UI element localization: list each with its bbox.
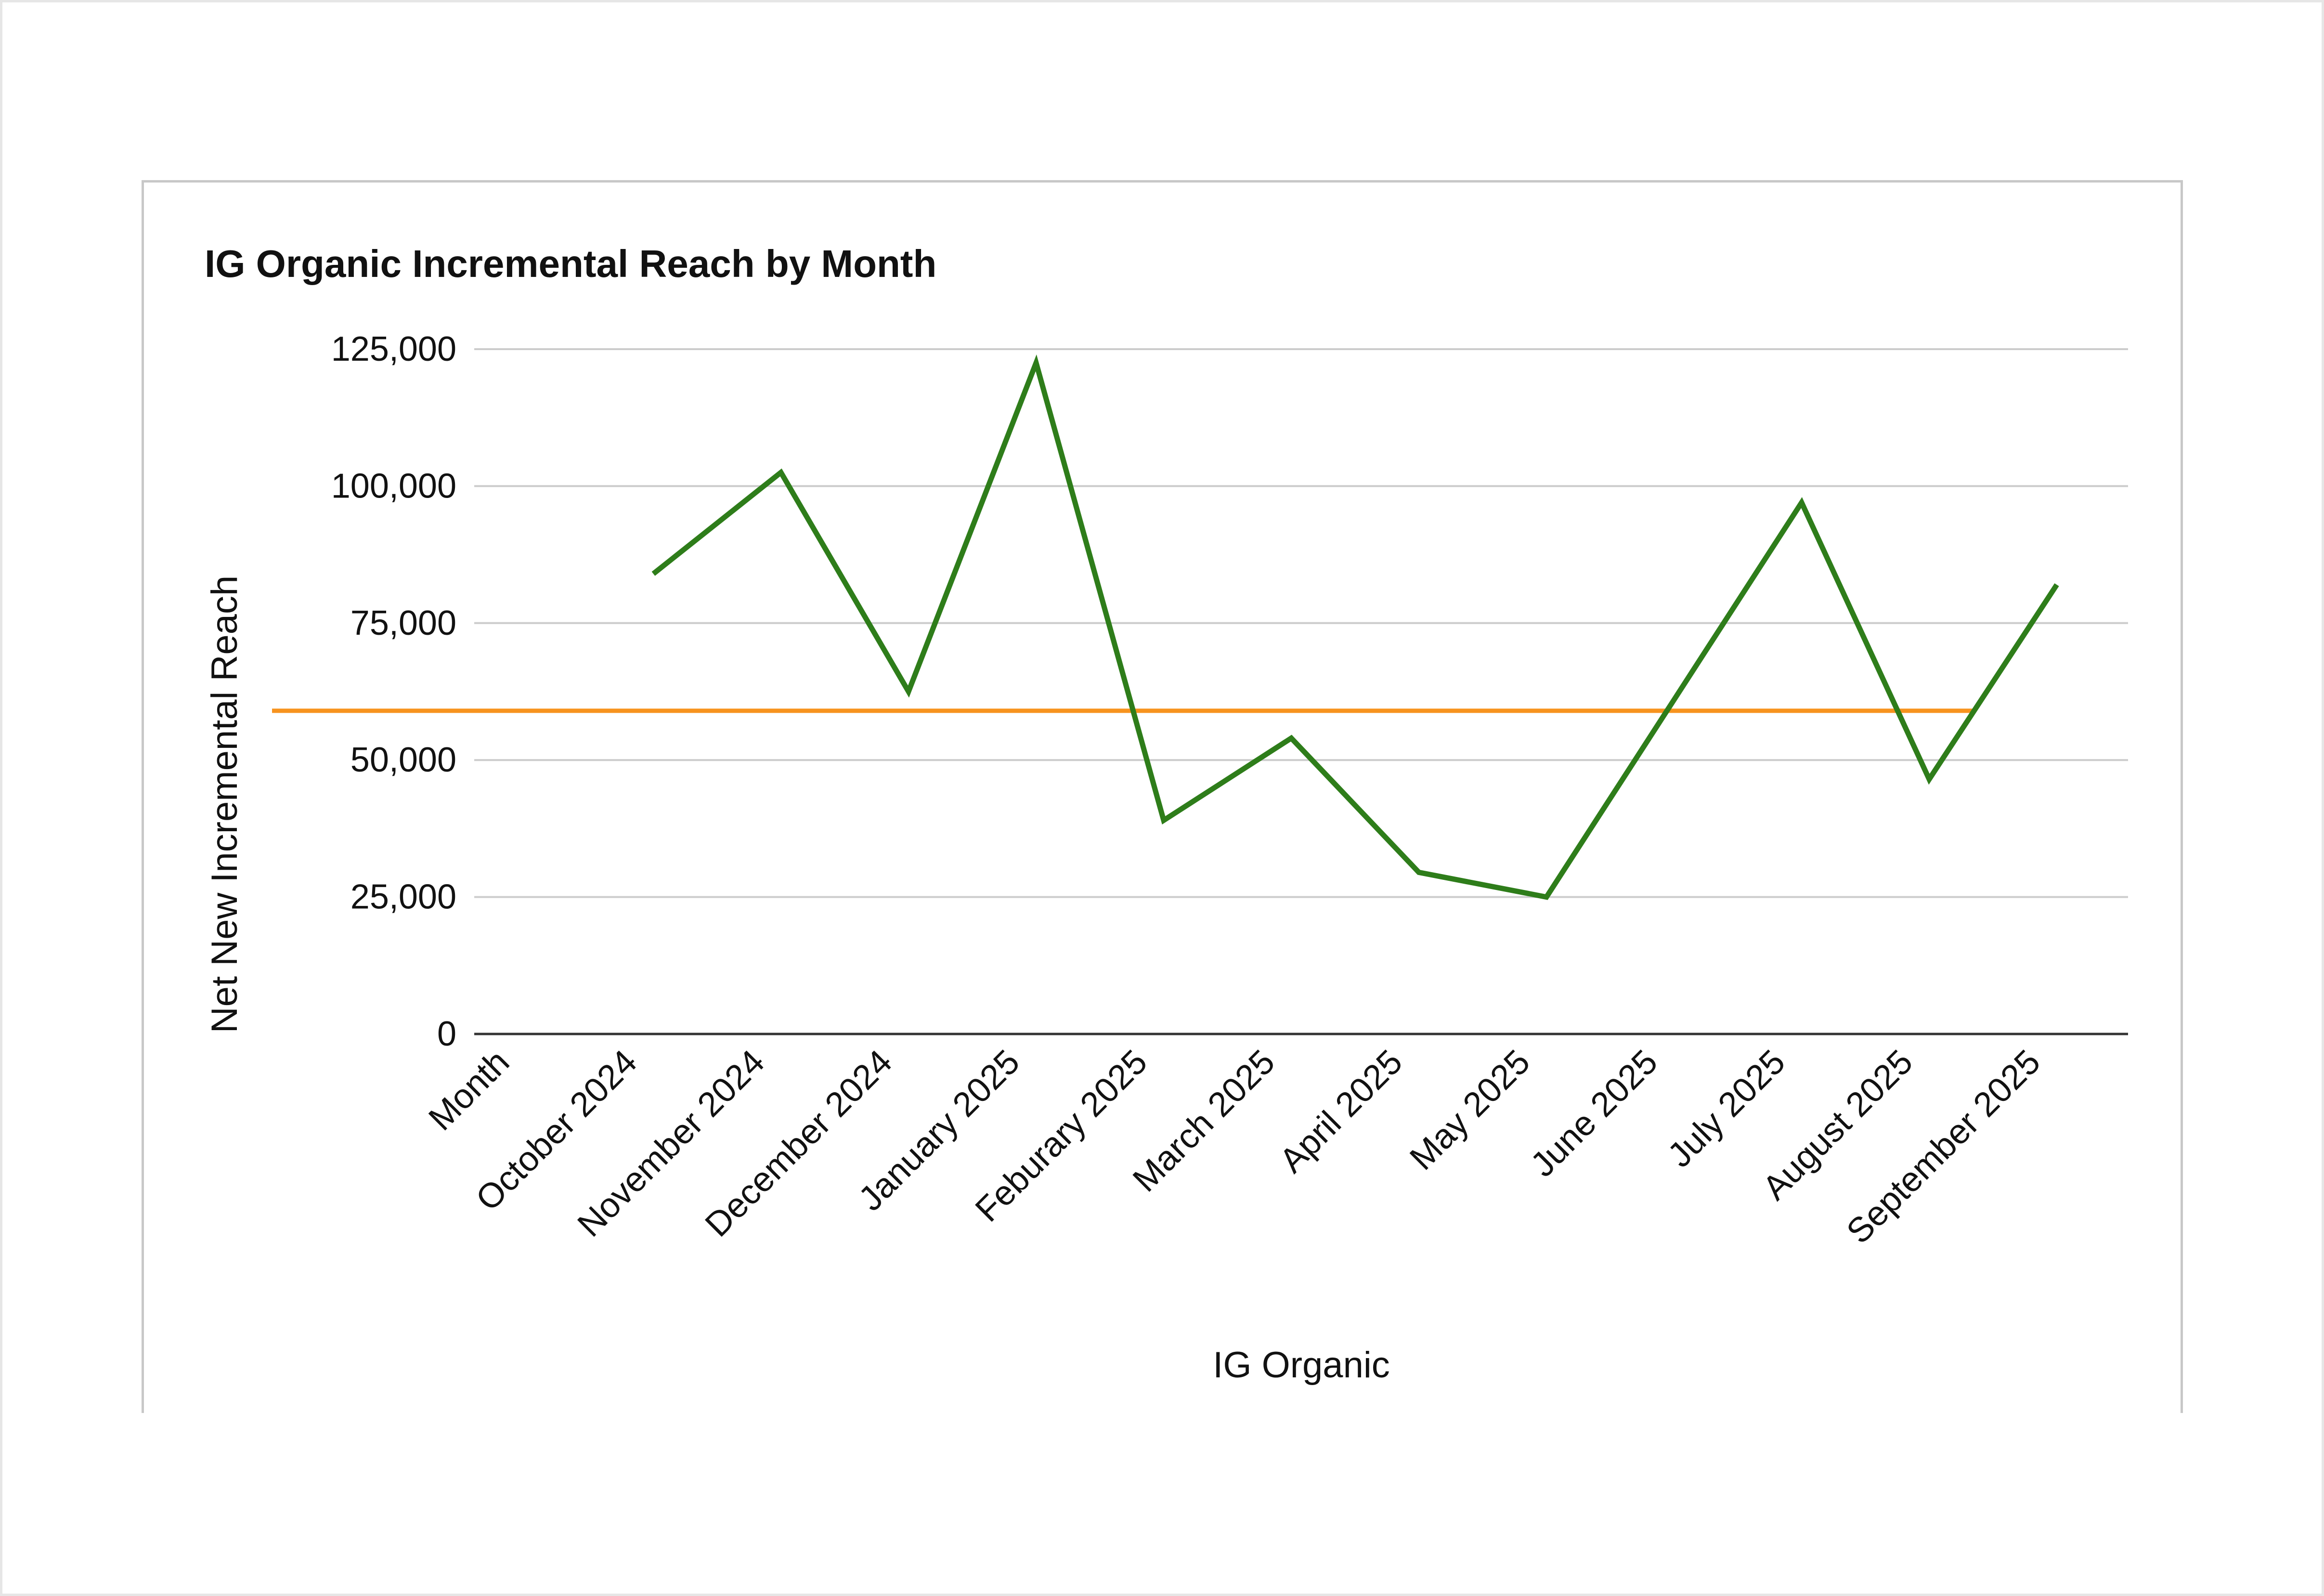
x-tick-label: May 2025 <box>1402 1043 1537 1177</box>
y-axis-ticks: 0 25,000 50,000 75,000 100,000 125,000 <box>331 330 456 1053</box>
x-tick-label: June 2025 <box>1523 1043 1665 1184</box>
y-tick-label: 50,000 <box>351 741 456 779</box>
y-tick-label: 0 <box>437 1015 456 1053</box>
chart-panel <box>142 180 2183 1413</box>
x-tick-label: April 2025 <box>1272 1043 1410 1180</box>
y-axis-label: Net New Incremental Reach <box>204 576 245 1033</box>
y-tick-label: 75,000 <box>351 604 456 642</box>
y-tick-label: 125,000 <box>331 330 456 368</box>
x-tick-label: Month <box>421 1043 517 1138</box>
chart-title: IG Organic Incremental Reach by Month <box>205 242 936 285</box>
x-tick-label: July 2025 <box>1661 1043 1793 1175</box>
series-line-ig-organic <box>651 354 2059 900</box>
y-tick-label: 25,000 <box>351 878 456 916</box>
y-tick-label: 100,000 <box>331 467 456 505</box>
gridlines <box>474 348 2128 898</box>
x-axis-label: IG Organic <box>1213 1345 1389 1386</box>
